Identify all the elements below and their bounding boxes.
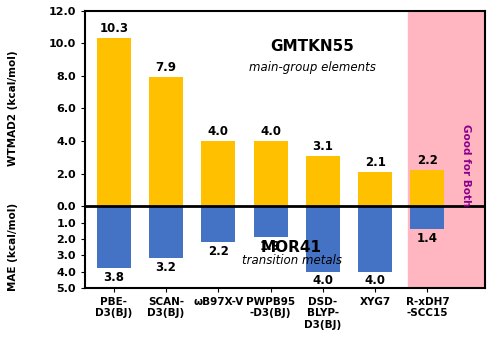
Text: 4.0: 4.0 [208, 125, 229, 138]
Text: 2.2: 2.2 [208, 245, 229, 258]
Text: 10.3: 10.3 [100, 22, 128, 35]
Text: WTMAD2 (kcal/mol): WTMAD2 (kcal/mol) [8, 51, 18, 166]
Text: 4.0: 4.0 [260, 125, 281, 138]
Bar [149, 78, 183, 206]
Text: MAE (kcal/mol): MAE (kcal/mol) [8, 203, 18, 291]
Text: 7.9: 7.9 [156, 61, 176, 74]
Text: 3.8: 3.8 [104, 271, 124, 284]
Text: 3.2: 3.2 [156, 261, 176, 274]
Text: 4.0: 4.0 [312, 274, 334, 287]
Bar [306, 206, 340, 272]
Text: 2.2: 2.2 [417, 154, 438, 167]
Bar [202, 141, 235, 206]
Bar [202, 206, 235, 242]
Bar [410, 206, 444, 229]
Bar [97, 38, 131, 206]
Bar [149, 206, 183, 258]
Text: main-group elements: main-group elements [249, 61, 376, 74]
Text: 1.9: 1.9 [260, 240, 281, 253]
Text: 3.1: 3.1 [312, 140, 334, 153]
Text: 2.1: 2.1 [365, 156, 386, 169]
Text: GMTKN55: GMTKN55 [270, 39, 354, 54]
Text: MOR41: MOR41 [261, 239, 322, 254]
Text: transition metals: transition metals [242, 253, 342, 267]
Bar [410, 170, 444, 206]
Text: 4.0: 4.0 [364, 274, 386, 287]
Text: Good for Both: Good for Both [462, 124, 471, 207]
Bar [358, 206, 392, 272]
Bar [254, 206, 288, 237]
Text: 1.4: 1.4 [417, 232, 438, 245]
Bar [306, 156, 340, 206]
Bar [408, 11, 485, 288]
Bar [97, 206, 131, 268]
Bar [254, 141, 288, 206]
Bar [358, 172, 392, 206]
